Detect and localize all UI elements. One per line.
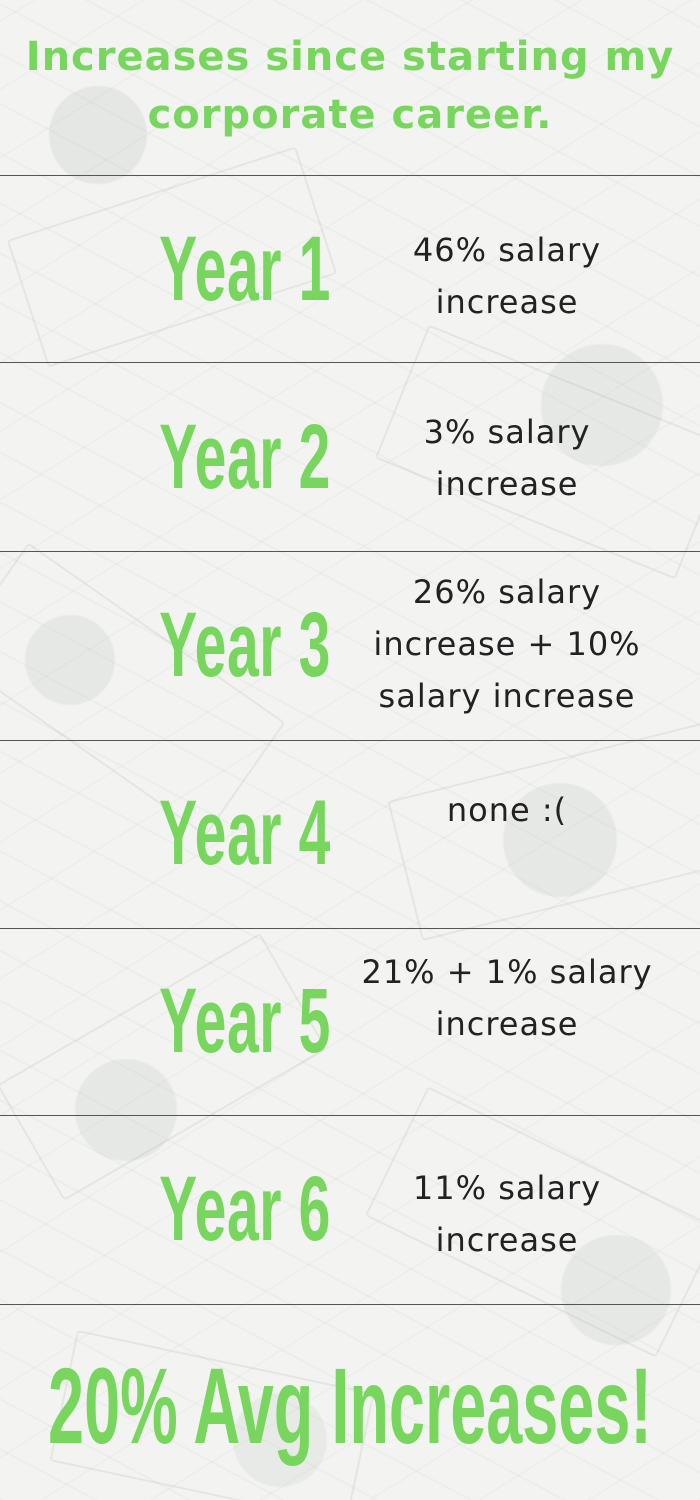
description-line: 21% + 1% salary <box>361 953 653 991</box>
year-row: Year 1 46% salary increase <box>0 176 700 362</box>
description-line: increase <box>435 465 579 503</box>
description-line: none :( <box>446 791 568 829</box>
year-label: Year 4 <box>159 781 331 884</box>
year-label: Year 5 <box>159 969 331 1072</box>
year-label: Year 2 <box>159 405 331 508</box>
year-row: Year 5 21% + 1% salary increase <box>0 928 700 1114</box>
description-line: 26% salary <box>412 573 602 611</box>
increase-description: none :( <box>352 784 662 836</box>
year-label: Year 3 <box>159 593 331 696</box>
divider <box>0 1304 700 1305</box>
increase-description: 11% salary increase <box>352 1162 662 1266</box>
page-title: Increases since starting my corporate ca… <box>25 34 675 138</box>
year-row: Year 2 3% salary increase <box>0 364 700 550</box>
description-line: increase <box>435 283 579 321</box>
description-line: 3% salary <box>423 413 591 451</box>
year-label: Year 6 <box>159 1157 331 1260</box>
increase-description: 3% salary increase <box>352 406 662 510</box>
divider <box>0 362 700 363</box>
year-row: Year 4 none :( <box>0 740 700 926</box>
divider <box>0 175 700 176</box>
description-line: increase + 10% <box>373 625 641 663</box>
description-line: 46% salary <box>412 231 602 269</box>
increase-description: 26% salary increase + 10% salary increas… <box>352 566 662 722</box>
divider <box>0 1115 700 1116</box>
increase-description: 21% + 1% salary increase <box>352 946 662 1050</box>
description-line: salary increase <box>378 677 636 715</box>
year-row: Year 6 11% salary increase <box>0 1116 700 1302</box>
divider <box>0 928 700 929</box>
year-row: Year 3 26% salary increase + 10% salary … <box>0 552 700 738</box>
average-summary: 20% Avg Increases! <box>48 1344 652 1466</box>
divider <box>0 551 700 552</box>
divider <box>0 740 700 741</box>
increase-description: 46% salary increase <box>352 224 662 328</box>
description-line: 11% salary <box>412 1169 602 1207</box>
year-label: Year 1 <box>159 217 331 320</box>
description-line: increase <box>435 1221 579 1259</box>
description-line: increase <box>435 1005 579 1043</box>
